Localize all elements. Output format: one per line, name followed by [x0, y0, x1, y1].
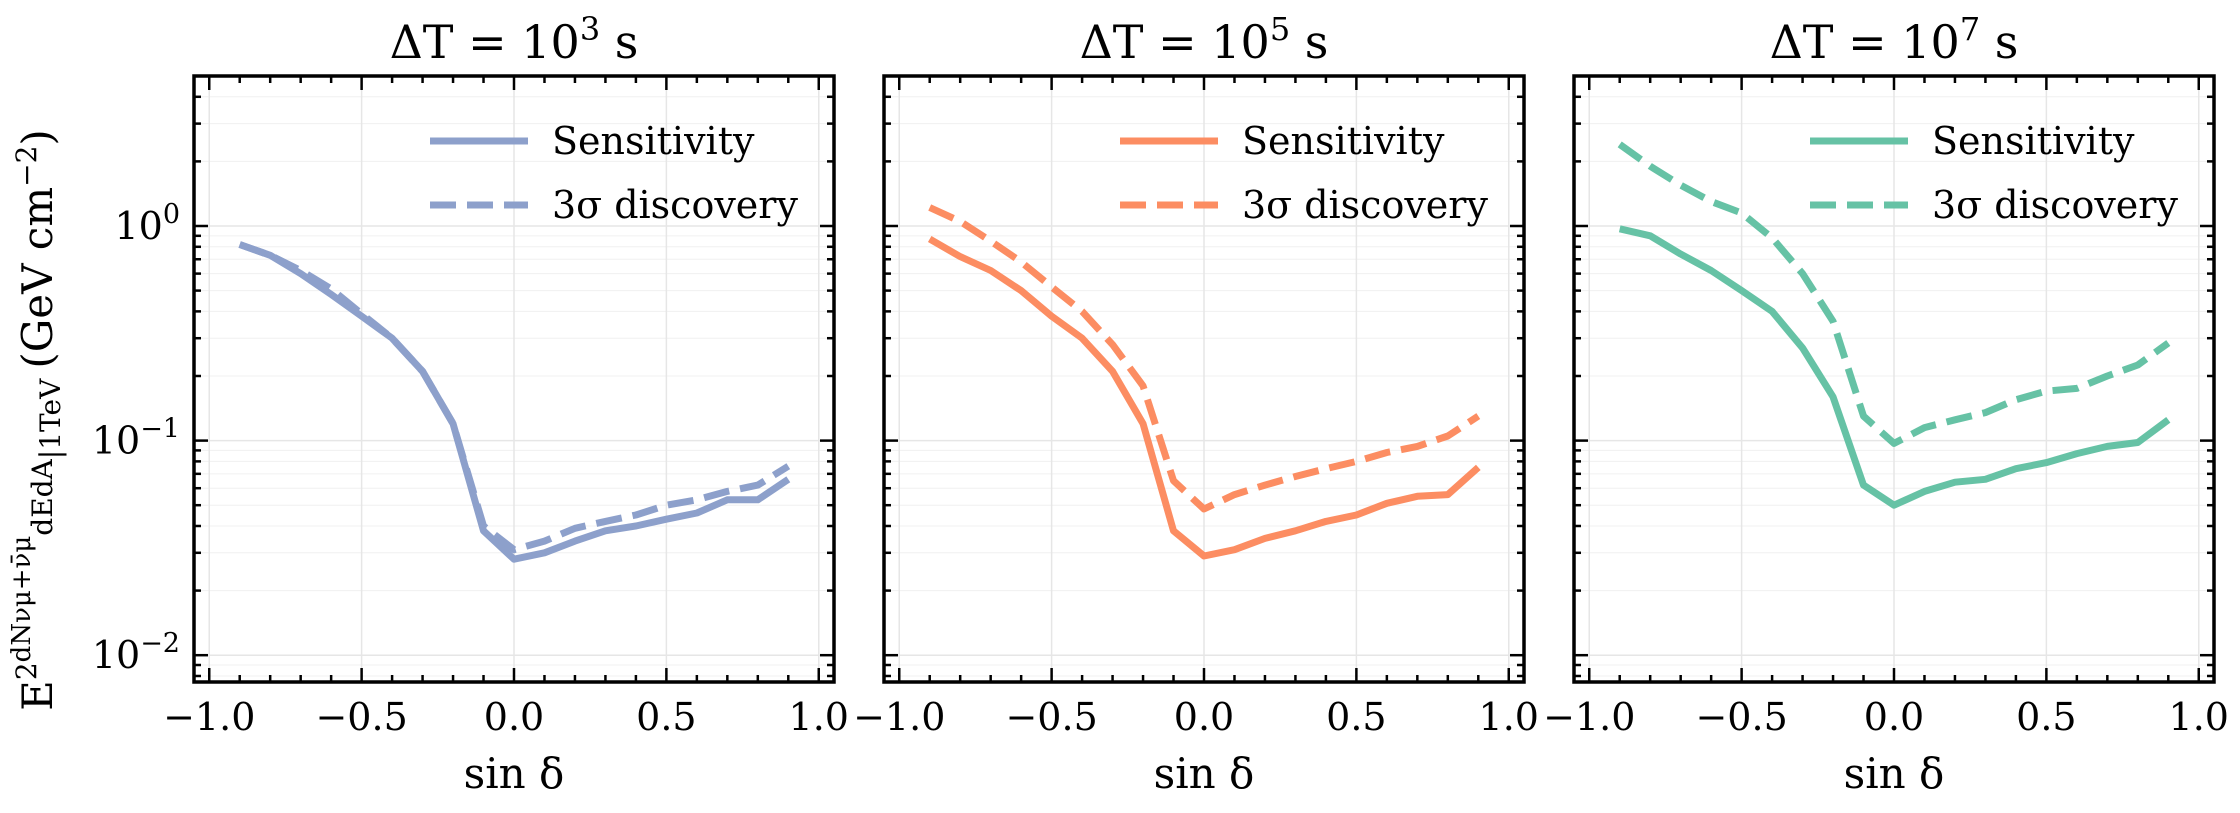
x-tick-label: −1.0	[853, 695, 945, 739]
legend-label: Sensitivity	[1932, 119, 2135, 163]
ylabel-lead: E	[13, 680, 62, 711]
series-line-sensitivity	[1618, 225, 2171, 509]
ticks	[884, 74, 1524, 682]
series-line-discovery	[928, 204, 1481, 513]
series-line-sensitivity	[238, 241, 791, 563]
svg-text:E2dNνμ+ν̄μdEdA|1TeV(GeV cm−2): E2dNνμ+ν̄μdEdA|1TeV (GeV cm−2)	[7, 129, 67, 711]
panel-dt-1e3: −1.0 −0.5 0.0 0.5 1.0 10−2 10−1 100 sin δ ΔT = 10…	[92, 10, 849, 798]
panel-title: ΔT = 105 s	[1080, 10, 1329, 69]
x-tick-label: 0.0	[1864, 695, 1924, 739]
series-line-sensitivity	[927, 235, 1481, 560]
ticks	[194, 74, 834, 682]
grid	[884, 76, 1524, 682]
panel-title: ΔT = 107 s	[1770, 10, 2019, 69]
ylabel-unit-exp: −2	[10, 146, 43, 187]
x-tick-label: 0.0	[484, 695, 544, 739]
x-tick-label: 0.0	[1174, 695, 1234, 739]
panel-title: ΔT = 103 s	[390, 10, 639, 69]
x-tick-label: 1.0	[2169, 695, 2229, 739]
legend-label: Sensitivity	[1242, 119, 1445, 163]
series-line-discovery	[1617, 141, 2171, 447]
x-tick-label: 0.5	[2016, 695, 2076, 739]
x-tick-label: −0.5	[1695, 695, 1787, 739]
x-tick-label: 1.0	[1479, 695, 1539, 739]
panel-dt-1e5: −1.0 −0.5 0.0 0.5 1.0 sin δ ΔT = 105 s Sensitiv…	[853, 10, 1539, 798]
legend-label: 3σ discovery	[552, 183, 798, 227]
x-tick-label: 0.5	[1326, 695, 1386, 739]
legend-label: Sensitivity	[552, 119, 755, 163]
y-tick-label: 10−2	[92, 628, 180, 677]
ylabel-sup: 2	[10, 662, 43, 680]
x-tick-label: −1.0	[1543, 695, 1635, 739]
grid	[1574, 76, 2214, 682]
ylabel-sub: |1TeV	[34, 378, 67, 459]
ticks	[1574, 74, 2214, 682]
y-tick-label: 100	[114, 199, 180, 248]
series-line-discovery	[238, 241, 791, 554]
x-axis-label: sin δ	[1154, 749, 1255, 798]
y-axis-label: E2dNνμ+ν̄μdEdA|1TeV (GeV cm−2)	[7, 129, 67, 711]
x-tick-label: −1.0	[163, 695, 255, 739]
x-tick-label: 0.5	[636, 695, 696, 739]
legend: Sensitivity 3σ discovery	[1120, 119, 1488, 227]
ylabel-unit: (GeV cm	[13, 187, 62, 369]
x-tick-label: −0.5	[1005, 695, 1097, 739]
ylabel-frac-den: dEdA	[26, 458, 59, 535]
panel-dt-1e7: −1.0 −0.5 0.0 0.5 1.0 sin δ ΔT = 107 s Sensitiv…	[1543, 10, 2229, 798]
legend-label: 3σ discovery	[1242, 183, 1488, 227]
y-tick-label: 10−1	[92, 414, 180, 463]
grid	[194, 76, 834, 682]
x-tick-label: 1.0	[789, 695, 849, 739]
x-axis-label: sin δ	[464, 749, 565, 798]
x-tick-label: −0.5	[315, 695, 407, 739]
legend-label: 3σ discovery	[1932, 183, 2178, 227]
ylabel-frac-num: dNνμ+ν̄μ	[7, 536, 37, 663]
legend: Sensitivity 3σ discovery	[430, 119, 798, 227]
ylabel-unit-close: )	[13, 129, 62, 145]
legend: Sensitivity 3σ discovery	[1810, 119, 2178, 227]
x-axis-label: sin δ	[1844, 749, 1945, 798]
